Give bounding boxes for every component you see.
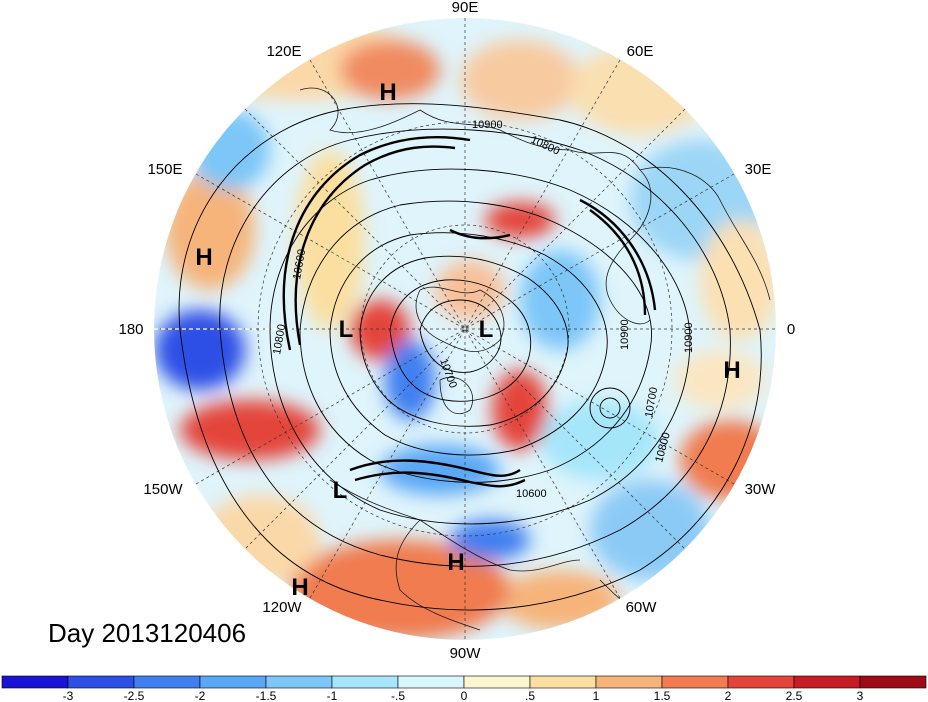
contour-label: 10900: [472, 119, 503, 131]
colorbar-swatch: [661, 675, 729, 689]
contour-label: 10800: [271, 323, 288, 355]
colorbar-tick-label: 3: [857, 689, 864, 702]
contour-label: 10600: [516, 488, 547, 500]
lon-label-0: 0: [787, 321, 795, 338]
lon-label-90w: 90W: [450, 645, 482, 662]
colorbar-tick-label: 1.5: [654, 689, 671, 702]
contour-label: 10900: [619, 319, 631, 350]
colorbar-tick-label: -1: [327, 689, 338, 702]
pressure-high-marker: H: [379, 79, 396, 106]
colorbar-swatch: [859, 675, 927, 689]
colorbar-swatch: [133, 675, 201, 689]
contour-label: 10600: [291, 248, 308, 280]
pressure-high-marker: H: [723, 357, 740, 384]
colorbar-swatch: [727, 675, 795, 689]
pressure-high-marker: H: [447, 549, 464, 576]
colorbar-tick-label: -2: [195, 689, 206, 702]
colorbar-tick-label: 1: [593, 689, 600, 702]
colorbar-swatch: [331, 675, 399, 689]
lon-label-60w: 60W: [626, 599, 658, 616]
pressure-low-marker: L: [479, 316, 494, 343]
pressure-low-marker: L: [339, 316, 354, 343]
lon-label-150w: 150W: [143, 481, 183, 498]
colorbar-swatch: [397, 675, 465, 689]
polar-map: [154, 18, 776, 640]
lon-label-90e: 90E: [452, 0, 479, 16]
pressure-low-marker: L: [333, 477, 348, 504]
colorbar-tick-label: -.5: [391, 689, 405, 702]
colorbar-labels: -3 -2.5 -2 -1.5 -1 -.5 0 .5 1 1.5 2 2.5 3: [63, 689, 864, 702]
lon-label-layer: 90E 60E 30E 0 30W 60W 90W 120W 150W 180 …: [118, 0, 795, 662]
colorbar-swatch: [67, 675, 135, 689]
colorbar-swatch: [529, 675, 597, 689]
contour-label: 10800: [529, 134, 562, 158]
colorbar-tick-label: -3: [63, 689, 74, 702]
colorbar-tick-label: -1.5: [256, 689, 277, 702]
colorbar-tick-label: -2.5: [124, 689, 145, 702]
lon-label-30e: 30E: [745, 161, 772, 178]
colorbar-swatch: [199, 675, 267, 689]
lon-label-150e: 150E: [147, 161, 182, 178]
colorbar-swatch: [463, 675, 531, 689]
lon-label-120e: 120E: [266, 43, 301, 60]
lon-label-60e: 60E: [627, 43, 654, 60]
contour-label: 10700: [643, 386, 660, 418]
colorbar-tick-label: 2.5: [786, 689, 803, 702]
contour-label: 10900: [683, 322, 695, 353]
colorbar-swatch: [1, 675, 69, 689]
colorbar: -3 -2.5 -2 -1.5 -1 -.5 0 .5 1 1.5 2 2.5 3: [1, 675, 927, 702]
colorbar-swatch: [793, 675, 861, 689]
pressure-high-marker: H: [291, 574, 308, 601]
day-label: Day 2013120406: [48, 618, 247, 648]
pressure-high-marker: H: [195, 244, 212, 271]
coastlines: [299, 87, 771, 631]
colorbar-swatch: [265, 675, 333, 689]
height-contours: [178, 103, 762, 611]
colorbar-tick-label: 2: [725, 689, 732, 702]
jet-contours: [282, 136, 657, 488]
colorbar-tick-label: .5: [525, 689, 535, 702]
contour-label: 10800: [653, 431, 673, 464]
lon-label-30w: 30W: [745, 481, 777, 498]
colorbar-tick-label: 0: [461, 689, 468, 702]
colorbar-swatch: [595, 675, 663, 689]
colorbar-boxes: [1, 675, 927, 689]
lon-label-180: 180: [118, 321, 143, 338]
contour-label: 10700: [437, 357, 459, 390]
lon-label-120w: 120W: [262, 599, 302, 616]
